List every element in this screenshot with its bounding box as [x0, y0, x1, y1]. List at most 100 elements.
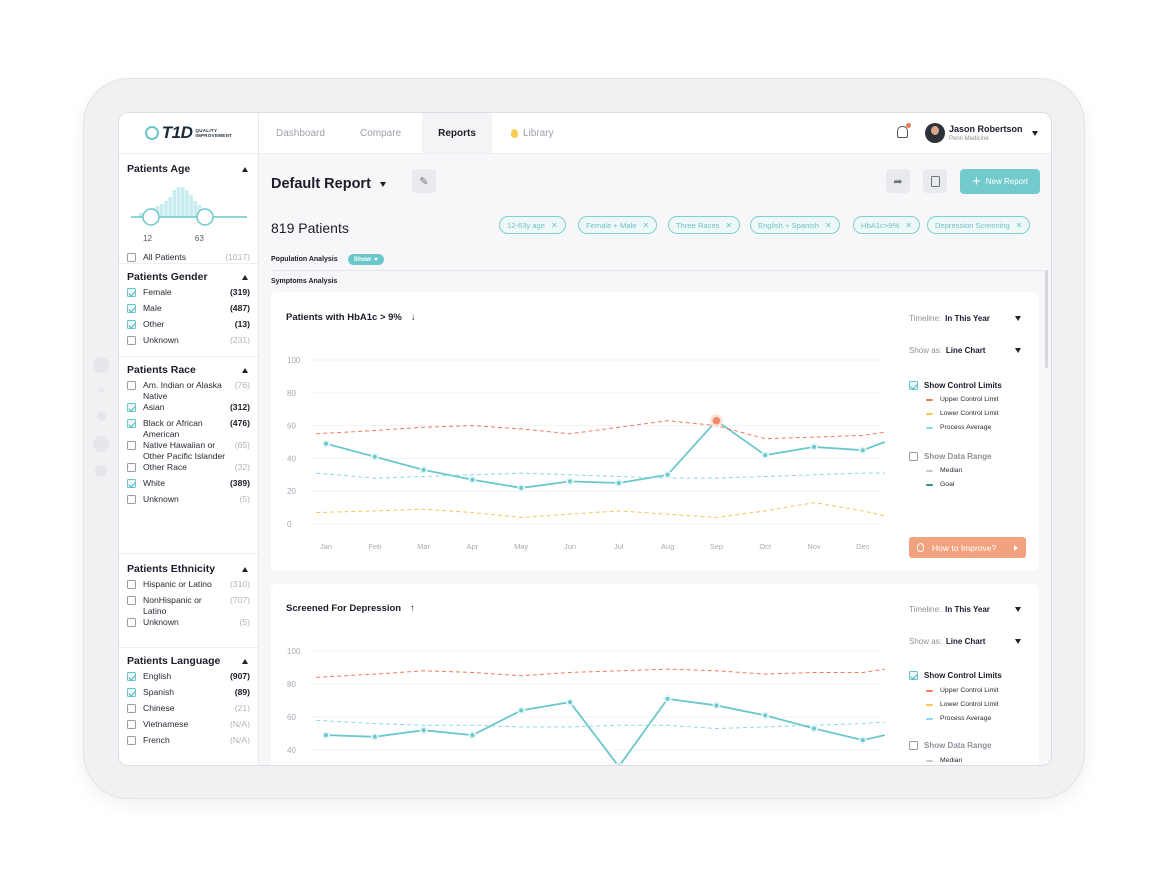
- age-max-handle[interactable]: [196, 208, 214, 226]
- language-option[interactable]: Spanish (89): [127, 687, 250, 703]
- show-data-range-toggle[interactable]: Show Data Range: [909, 451, 992, 461]
- close-icon[interactable]: ✕: [551, 220, 558, 230]
- data-point[interactable]: [810, 442, 818, 451]
- show-as-select[interactable]: Show as: Line Chart: [909, 346, 1021, 355]
- checkbox[interactable]: [127, 304, 136, 313]
- show-toggle-button[interactable]: Show: [347, 254, 384, 265]
- checkbox[interactable]: [127, 495, 136, 504]
- race-option[interactable]: Asian (312): [127, 402, 250, 418]
- ethnicity-option[interactable]: NonHispanic or Latino (707): [127, 595, 250, 617]
- checkbox[interactable]: [127, 736, 136, 745]
- checkbox[interactable]: [127, 580, 136, 589]
- scrollbar[interactable]: [1045, 270, 1048, 368]
- data-point[interactable]: [761, 451, 770, 460]
- language-option[interactable]: French (N/A): [127, 735, 250, 751]
- checkbox[interactable]: [127, 253, 136, 262]
- race-option[interactable]: Black or African American (476): [127, 418, 250, 440]
- gender-option[interactable]: Male (487): [127, 303, 250, 319]
- gender-option[interactable]: Other (13): [127, 319, 250, 335]
- close-icon[interactable]: ✕: [725, 220, 733, 230]
- checkbox[interactable]: [127, 441, 136, 450]
- ethnicity-section-header[interactable]: Patients Ethnicity: [127, 559, 250, 579]
- data-point[interactable]: [517, 706, 526, 715]
- data-point[interactable]: [370, 732, 379, 741]
- highlighted-data-point[interactable]: [712, 416, 721, 425]
- report-title[interactable]: Default Report: [271, 176, 386, 192]
- checkbox[interactable]: [909, 671, 918, 680]
- show-control-limits-toggle[interactable]: Show Control Limits: [909, 380, 1002, 390]
- language-option[interactable]: English (907): [127, 671, 250, 687]
- show-data-range-toggle[interactable]: Show Data Range: [909, 740, 992, 750]
- ethnicity-option[interactable]: Hispanic or Latino (310): [127, 579, 250, 595]
- user-name[interactable]: Jason Robertson: [949, 124, 1023, 134]
- gender-option[interactable]: Unknown (231): [127, 335, 250, 351]
- data-point[interactable]: [858, 736, 867, 745]
- age-min-handle[interactable]: [142, 208, 160, 226]
- close-icon[interactable]: ✕: [1015, 220, 1023, 230]
- data-point[interactable]: [419, 726, 428, 735]
- collapse-icon[interactable]: [242, 658, 248, 664]
- filter-chip[interactable]: Depression Screening ✕: [927, 216, 1031, 234]
- data-point[interactable]: [370, 452, 379, 461]
- data-point[interactable]: [615, 762, 623, 767]
- gender-section-header[interactable]: Patients Gender: [127, 267, 250, 287]
- race-section-header[interactable]: Patients Race: [127, 360, 250, 380]
- user-menu-chevron-icon[interactable]: [1032, 131, 1038, 136]
- data-point[interactable]: [566, 698, 574, 707]
- tab-reports[interactable]: Reports: [422, 113, 492, 153]
- all-patients-option[interactable]: All Patients (1017): [127, 252, 250, 268]
- collapse-icon[interactable]: [242, 274, 248, 280]
- data-point[interactable]: [566, 477, 574, 486]
- checkbox[interactable]: [127, 720, 136, 729]
- close-icon[interactable]: ✕: [825, 220, 832, 230]
- data-point[interactable]: [663, 470, 672, 479]
- language-option[interactable]: Vietnamese (N/A): [127, 719, 250, 735]
- data-point[interactable]: [712, 701, 721, 710]
- checkbox[interactable]: [127, 463, 136, 472]
- checkbox[interactable]: [127, 688, 136, 697]
- data-point[interactable]: [322, 439, 330, 448]
- chart-title[interactable]: Patients with HbA1c > 9% ↓: [286, 312, 416, 323]
- edit-report-button[interactable]: ✎: [412, 169, 436, 193]
- data-point[interactable]: [517, 483, 526, 492]
- tab-library[interactable]: Library: [511, 113, 554, 153]
- tab-dashboard[interactable]: Dashboard: [276, 113, 325, 153]
- race-option[interactable]: Unknown (5): [127, 494, 250, 510]
- checkbox[interactable]: [127, 288, 136, 297]
- checkbox[interactable]: [127, 672, 136, 681]
- checkbox[interactable]: [127, 596, 136, 605]
- language-option[interactable]: Chinese (21): [127, 703, 250, 719]
- share-button[interactable]: ➦: [886, 169, 910, 193]
- checkbox[interactable]: [909, 452, 918, 461]
- checkbox[interactable]: [127, 704, 136, 713]
- close-icon[interactable]: ✕: [905, 220, 912, 230]
- filter-chip[interactable]: Three Races ✕: [668, 216, 741, 234]
- collapse-icon[interactable]: [242, 367, 248, 373]
- report-dropdown-icon[interactable]: [379, 181, 386, 187]
- data-point[interactable]: [810, 724, 818, 733]
- timeline-select[interactable]: Timeline: In This Year: [909, 314, 1021, 323]
- collapse-icon[interactable]: [242, 566, 248, 572]
- language-section-header[interactable]: Patients Language: [127, 651, 250, 671]
- notification-bell-icon[interactable]: [897, 123, 911, 138]
- export-button[interactable]: [923, 169, 947, 193]
- data-point[interactable]: [468, 731, 477, 740]
- filter-chip[interactable]: English + Spanish ✕: [750, 216, 840, 234]
- data-point[interactable]: [858, 446, 867, 455]
- chart-title[interactable]: Screened For Depression ↑: [286, 603, 415, 614]
- gender-option[interactable]: Female (319): [127, 287, 250, 303]
- checkbox[interactable]: [127, 320, 136, 329]
- tab-compare[interactable]: Compare: [360, 113, 401, 153]
- sort-arrow-icon[interactable]: ↓: [410, 312, 416, 323]
- new-report-button[interactable]: + New Report: [960, 169, 1040, 194]
- collapse-icon[interactable]: [242, 166, 248, 172]
- close-icon[interactable]: ✕: [642, 220, 650, 230]
- sort-arrow-icon[interactable]: ↑: [410, 603, 415, 614]
- how-to-improve-button[interactable]: How to Improve?: [909, 537, 1026, 558]
- filter-chip[interactable]: HbA1c>9% ✕: [853, 216, 920, 234]
- data-point[interactable]: [419, 465, 428, 474]
- data-point[interactable]: [468, 475, 477, 484]
- data-point[interactable]: [614, 479, 623, 487]
- filter-chip[interactable]: Female + Male ✕: [578, 216, 658, 234]
- race-option[interactable]: Other Race (32): [127, 462, 250, 478]
